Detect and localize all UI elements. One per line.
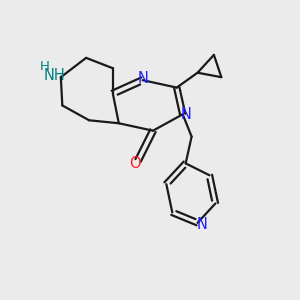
Text: N: N [181, 107, 192, 122]
Text: H: H [40, 60, 50, 73]
Text: NH: NH [44, 68, 66, 83]
Text: O: O [129, 156, 141, 171]
Text: N: N [137, 71, 148, 86]
Text: N: N [196, 217, 208, 232]
